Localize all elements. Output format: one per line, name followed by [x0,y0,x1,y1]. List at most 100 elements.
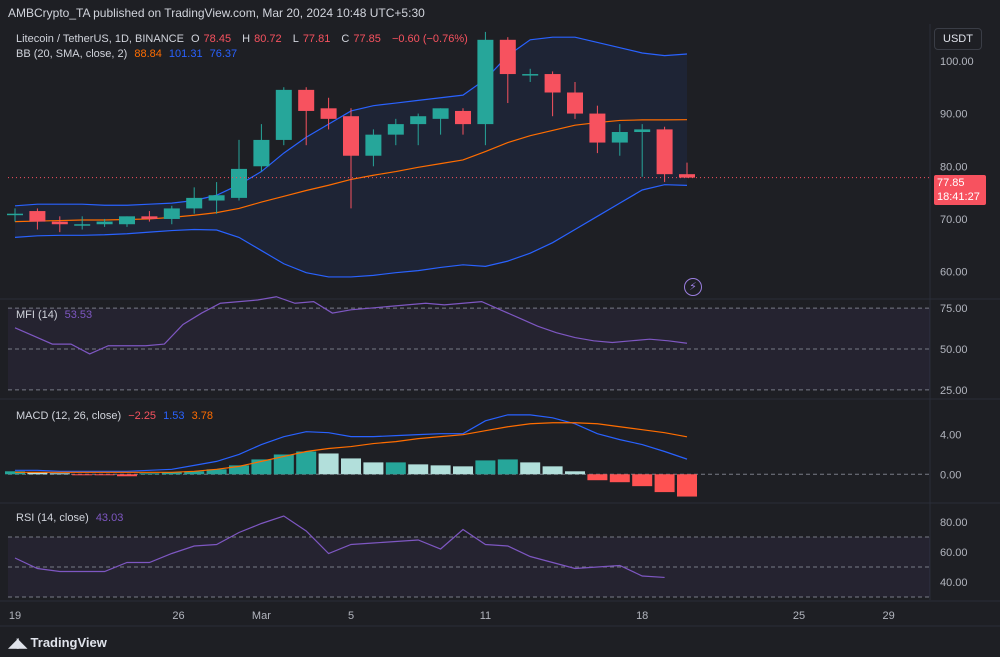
mfi-band-fill [8,308,930,390]
price-tick-label: 70.00 [940,214,968,226]
macd-histogram-bar [453,466,473,475]
time-tick-label: 18 [636,610,648,622]
time-tick-label: 29 [882,610,894,622]
candle-body [410,116,427,125]
macd-histogram-bar [497,459,518,475]
rsi-tick-label: 80.00 [940,517,968,529]
mfi-value: 53.53 [64,309,93,321]
macd-histogram-bar [206,469,227,475]
last-price-tag: 77.85 18:41:27 [934,175,986,205]
candle-body [522,74,539,76]
open-label: O [190,33,200,45]
macd-histogram-bar [139,473,160,475]
candle-body [74,224,91,226]
time-tick-label: Mar [252,610,271,622]
rsi-label: RSI (14, close) [16,512,89,524]
mfi-legend: MFI (14) 53.53 [16,309,96,321]
bb-lower-value: 76.37 [209,48,238,60]
tv-logo-icon: ◢◣ [8,634,27,650]
tradingview-logo[interactable]: ◢◣ TradingView [8,634,107,651]
macd-histogram-bar [520,462,541,475]
macd-histogram-bar [229,465,249,475]
mfi-tick-label: 25.00 [940,385,968,397]
macd-histogram-bar [677,474,697,497]
time-tick-label: 19 [9,610,21,622]
candle-body [275,89,292,140]
time-tick-label: 26 [172,610,184,622]
macd-histogram-bar [27,472,48,475]
macd-histogram-bar [94,474,115,476]
macd-histogram-bar [341,458,361,475]
close-label: C [341,33,350,45]
mfi-tick-label: 50.00 [940,344,968,356]
macd-signal-value: 3.78 [191,410,214,422]
mfi-line [14,296,688,355]
time-tick-label: 25 [793,610,805,622]
macd-histogram-bar [318,453,339,475]
macd-histogram-bar [542,466,563,475]
candle-body [477,39,494,125]
macd-histogram-bar [363,462,384,475]
price-tick-label: 80.00 [940,161,968,173]
close-value: 77.85 [353,33,381,45]
candle-body [499,39,516,75]
candle-body [163,208,180,219]
high-label: H [242,33,251,45]
rsi-band-fill [8,537,930,597]
rsi-tick-label: 60.00 [940,547,968,559]
candle-body [343,116,359,156]
macd-label: MACD (12, 26, close) [16,410,122,422]
macd-histogram-bar [49,473,70,475]
bb-basis-value: 88.84 [134,48,162,60]
currency-button[interactable]: USDT [934,28,982,50]
mfi-tick-label: 75.00 [940,303,968,315]
candle-body [365,134,382,156]
bb-lower-line [14,184,688,278]
macd-histogram-bar [475,460,496,475]
macd-hist-value: −2.25 [128,410,157,422]
candle-body [231,168,247,198]
macd-histogram-bar [609,474,630,483]
macd-histogram-bar [161,472,182,475]
symbol-label: Litecoin / TetherUS, 1D, BINANCE [16,33,184,45]
candle-body [432,108,449,119]
macd-histogram-bar [430,465,451,475]
macd-histogram-bar [654,474,675,493]
macd-histogram-bar [72,474,93,476]
macd-histogram-bar [408,464,429,475]
macd-legend: MACD (12, 26, close) −2.25 1.53 3.78 [16,410,217,422]
time-tick-label: 11 [480,610,491,622]
rsi-legend: RSI (14, close) 43.03 [16,512,127,524]
candle-body [96,221,113,225]
macd-signal-line [15,422,688,473]
candle-body [544,74,561,93]
macd-histogram-bar [587,474,608,481]
macd-histogram-bar [251,459,272,475]
macd-histogram-bar [385,462,406,475]
candle-body [387,124,404,135]
change-value: −0.60 (−0.76%) [391,33,468,45]
candle-body [29,211,46,222]
bb-upper-value: 101.31 [168,48,203,60]
rsi-tick-label: 40.00 [940,577,968,589]
time-tick-label: 5 [348,610,354,622]
bar-countdown: 18:41:27 [937,191,980,203]
main-legend: Litecoin / TetherUS, 1D, BINANCE O 78.45 … [16,33,472,45]
candle-body [567,92,583,114]
candle-body [634,129,651,133]
price-tick-label: 100.00 [940,56,974,68]
high-value: 80.72 [254,33,282,45]
bb-legend: BB (20, SMA, close, 2) 88.84 101.31 76.3… [16,48,241,60]
macd-tick-label: 0.00 [940,469,961,481]
macd-histogram-bar [565,471,585,475]
macd-value: 1.53 [163,410,185,422]
lightning-icon[interactable]: ⚡ [684,278,702,296]
candle-body [51,221,68,225]
price-tick-label: 90.00 [940,109,968,121]
macd-histogram-bar [273,454,294,475]
candle-body [208,195,225,201]
macd-line [15,414,688,472]
candle-body [455,110,471,125]
candle-body [298,89,315,111]
